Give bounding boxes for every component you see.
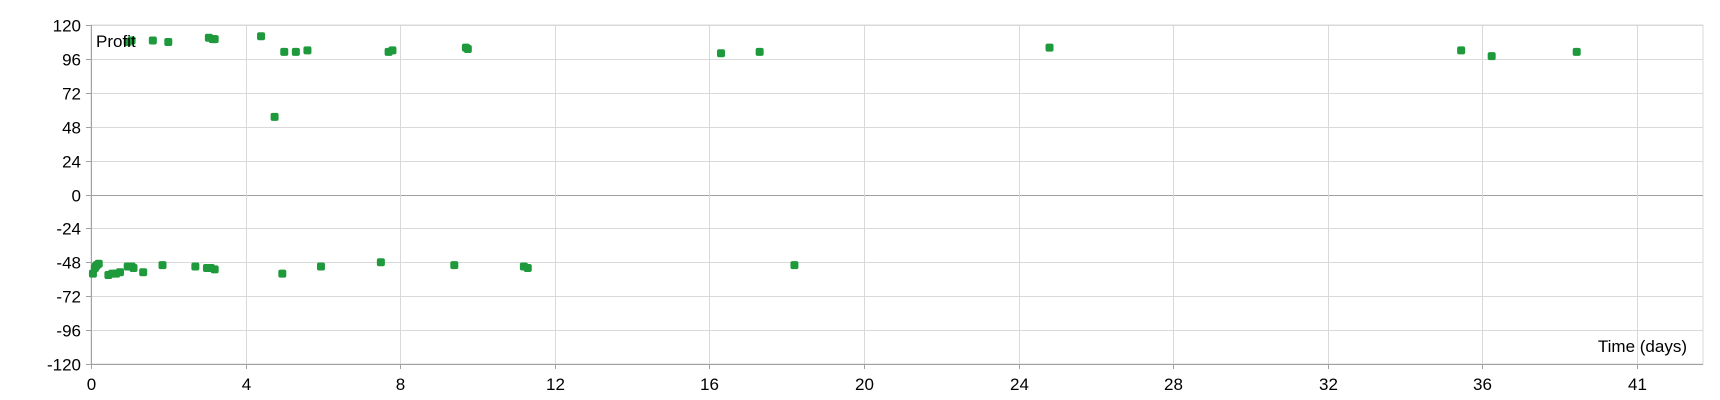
y-axis-label: Profit bbox=[96, 32, 136, 51]
data-point bbox=[450, 261, 459, 270]
plot-border bbox=[90, 24, 1704, 365]
data-point bbox=[1487, 52, 1496, 61]
y-tick-label: -120 bbox=[47, 356, 81, 375]
y-tick-label: 24 bbox=[62, 153, 81, 172]
gridlines bbox=[90, 24, 1704, 365]
data-point bbox=[376, 258, 385, 267]
data-point bbox=[164, 37, 173, 46]
x-tick-label: 32 bbox=[1319, 375, 1338, 394]
y-tick-label: -48 bbox=[56, 254, 81, 273]
y-tick-label: -72 bbox=[56, 288, 81, 307]
data-point bbox=[523, 263, 532, 272]
y-tick-label: -96 bbox=[56, 322, 81, 341]
data-point bbox=[1572, 47, 1581, 56]
x-tick-label: 0 bbox=[87, 375, 96, 394]
data-point bbox=[191, 262, 200, 271]
data-point bbox=[303, 46, 312, 55]
x-tick-label: 28 bbox=[1164, 375, 1183, 394]
data-points bbox=[88, 32, 1581, 280]
data-point bbox=[280, 47, 289, 56]
x-tick-label: 12 bbox=[546, 375, 565, 394]
x-tick-label: 36 bbox=[1473, 375, 1492, 394]
y-tick-label: 48 bbox=[62, 119, 81, 138]
y-tick-label: 96 bbox=[62, 51, 81, 70]
data-point bbox=[278, 269, 287, 278]
x-tick-label: 24 bbox=[1010, 375, 1029, 394]
data-point bbox=[291, 47, 300, 56]
x-tick-label: 41 bbox=[1628, 375, 1647, 394]
x-axis-label: Time (days) bbox=[1598, 337, 1687, 356]
x-tick-label: 20 bbox=[855, 375, 874, 394]
x-tick-label: 16 bbox=[700, 375, 719, 394]
data-point bbox=[257, 32, 266, 41]
data-point bbox=[115, 268, 124, 277]
y-tick-label: 120 bbox=[53, 17, 81, 36]
data-point bbox=[716, 49, 725, 58]
data-point bbox=[139, 268, 148, 277]
y-tick-label: 0 bbox=[72, 187, 81, 206]
data-point bbox=[755, 47, 764, 56]
data-point bbox=[210, 35, 219, 44]
data-point bbox=[270, 112, 279, 121]
x-tick-label: 4 bbox=[242, 375, 251, 394]
data-point bbox=[158, 261, 167, 270]
data-point bbox=[1045, 43, 1054, 52]
data-point bbox=[127, 36, 136, 45]
y-tick-label: -24 bbox=[56, 220, 81, 239]
data-point bbox=[210, 265, 219, 274]
data-point bbox=[1457, 46, 1466, 55]
y-tick-label: 72 bbox=[62, 85, 81, 104]
data-point bbox=[790, 261, 799, 270]
data-point bbox=[148, 36, 157, 45]
axes bbox=[86, 25, 1703, 369]
data-point bbox=[94, 259, 103, 268]
x-tick-label: 8 bbox=[396, 375, 405, 394]
data-point bbox=[129, 263, 138, 272]
data-point bbox=[316, 262, 325, 271]
data-point bbox=[388, 46, 397, 55]
data-point bbox=[463, 45, 472, 54]
